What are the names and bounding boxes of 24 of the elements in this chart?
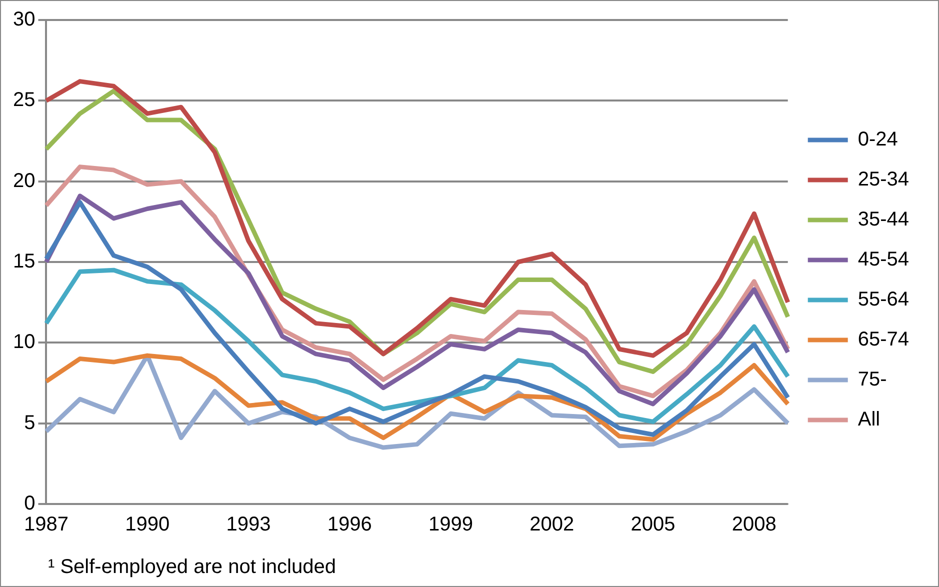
y-tick-label: 0 — [24, 492, 36, 515]
y-tick-label: 25 — [12, 89, 36, 112]
legend-label: 45-54 — [858, 248, 910, 271]
y-tick-label: 30 — [12, 8, 36, 31]
x-tick-label: 1993 — [226, 514, 271, 536]
legend-label: All — [858, 408, 880, 431]
x-tick-label: 2002 — [530, 514, 574, 536]
legend-label: 0-24 — [858, 128, 898, 151]
y-tick-label: 15 — [12, 250, 36, 273]
text: ¹ Self-employed are not included — [48, 556, 336, 579]
legend-label: 75- — [858, 368, 887, 391]
x-tick-label: 1990 — [125, 514, 170, 536]
legend-label: 35-44 — [858, 208, 910, 231]
y-tick-label: 10 — [12, 331, 36, 354]
x-tick-label: 2005 — [630, 514, 676, 536]
legend-label: 25-34 — [858, 168, 910, 191]
x-tick-label: 1996 — [327, 514, 372, 536]
legend-label: 65-74 — [858, 328, 910, 351]
y-tick-label: 5 — [24, 412, 36, 434]
x-tick-label: 1987 — [24, 514, 68, 536]
x-tick-label: 2008 — [732, 514, 776, 536]
x-tick-label: 1999 — [428, 514, 474, 536]
y-tick-label: 20 — [12, 170, 36, 192]
legend-label: 55-64 — [858, 288, 910, 311]
